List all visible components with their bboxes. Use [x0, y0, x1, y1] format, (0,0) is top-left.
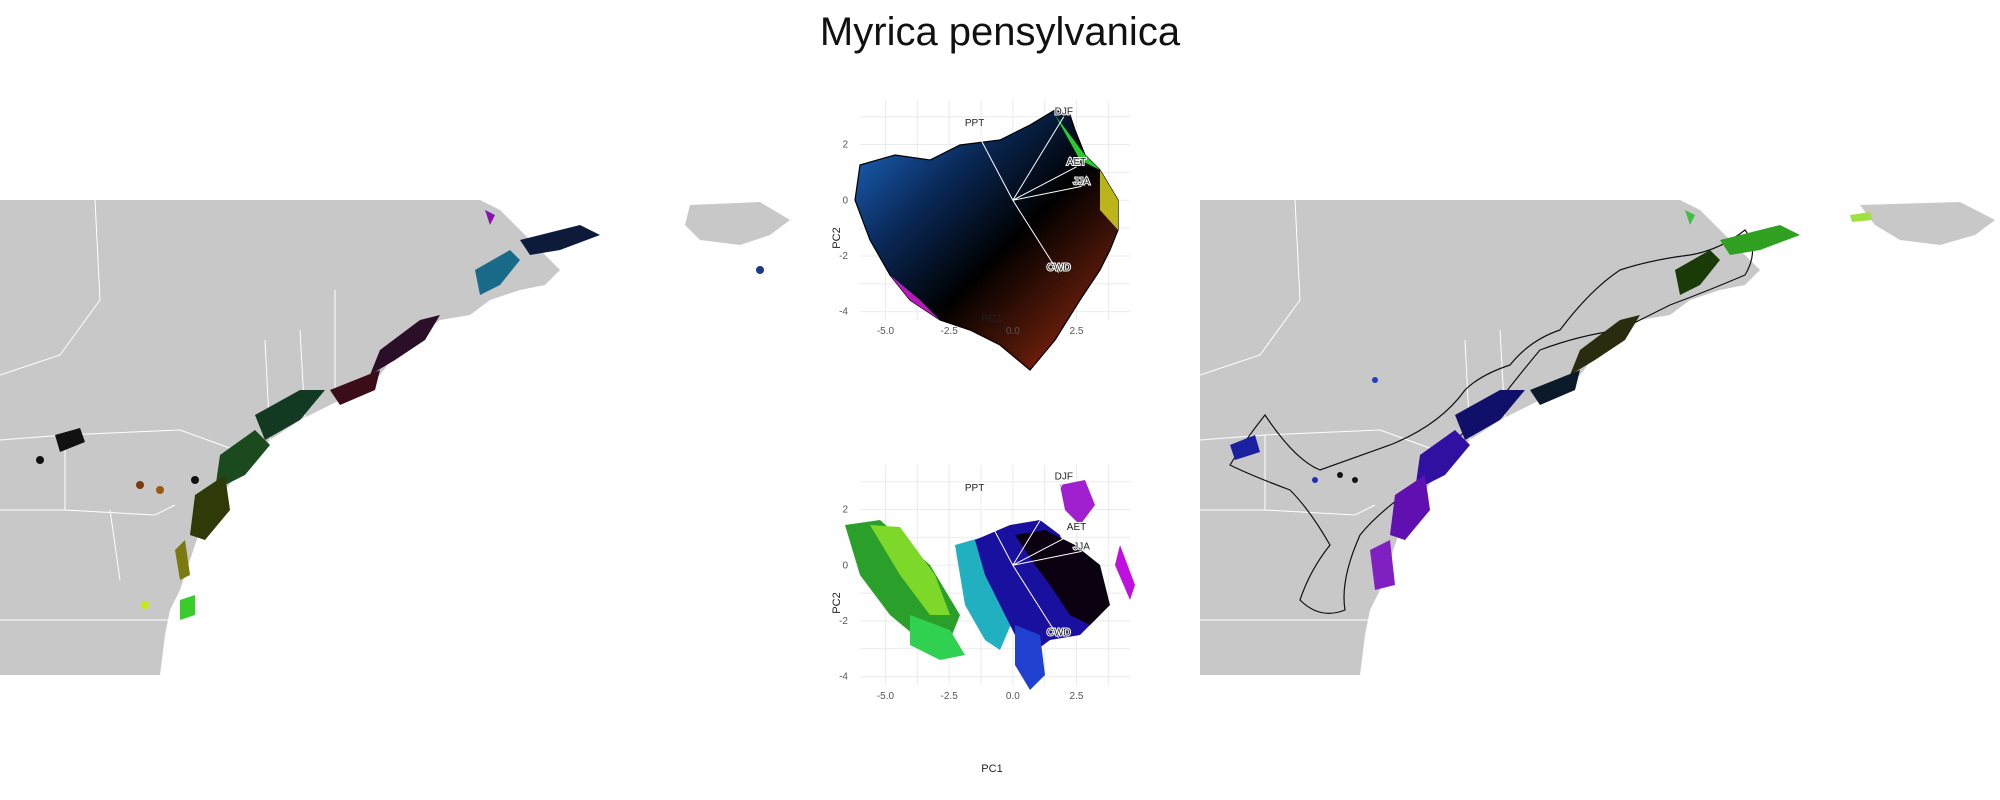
state-borders [0, 199, 336, 621]
loading-vector-label: PPT [965, 483, 984, 494]
y-tick-label: -2 [839, 616, 848, 627]
x-axis-label: PC1 [981, 313, 1002, 325]
y-tick-label: -4 [839, 307, 848, 318]
loading-vector-label: DJF [1055, 472, 1073, 483]
y-tick-label: 2 [842, 505, 848, 516]
loading-vector-label: PPT [965, 118, 984, 129]
pca-plot-bottom: PPT DJF AET JJA CWD -5.0 -2.5 0.0 2.5 2 0 -2 -4 PC1… [831, 465, 1135, 775]
x-tick-label: 0.0 [1006, 326, 1020, 337]
loading-vector-label: CWD [1047, 628, 1071, 639]
loading-vectors: PPT DJF AET JJA CWD [964, 106, 1091, 275]
nova-scotia-land [685, 202, 790, 245]
y-tick-label: -4 [839, 672, 848, 683]
left-range-map [0, 199, 790, 675]
x-axis-label: PC1 [981, 763, 1002, 775]
loading-vector-line [1012, 185, 1082, 201]
loading-vectors: PPT DJF AET JJA CWD [964, 471, 1091, 640]
loading-vector-line [1012, 531, 1077, 566]
x-tick-label: 2.5 [1070, 326, 1084, 337]
land-mass [0, 200, 560, 675]
loading-vector-line [1012, 116, 1065, 201]
x-tick-label: -2.5 [941, 326, 959, 337]
y-axis-label: PC2 [831, 592, 843, 613]
y-tick-label: 0 [842, 560, 848, 571]
land-mass [1200, 200, 1760, 675]
y-tick-label: 2 [842, 140, 848, 151]
loading-vector-line [1012, 550, 1082, 566]
nova-scotia-land [1860, 202, 1995, 245]
loading-vector-line [1012, 481, 1065, 566]
loading-vector-line [1012, 166, 1077, 201]
page-title: Myrica pensylvanica [819, 10, 1181, 54]
loading-vector-label: CWD [1047, 263, 1071, 274]
y-tick-label: 0 [842, 195, 848, 206]
loading-vector-line [1012, 199, 1060, 273]
point-clouds [845, 480, 1135, 690]
state-borders [1200, 199, 1506, 621]
predicted-patches [1230, 210, 1872, 590]
x-tick-label: 0.0 [1006, 691, 1020, 702]
x-tick-label: -5.0 [877, 691, 895, 702]
y-axis-label: PC2 [831, 227, 843, 248]
x-tick-label: 2.5 [1070, 691, 1084, 702]
y-tick-label: -2 [839, 251, 848, 262]
loading-vector-label: JJA [1073, 176, 1090, 187]
loading-vector-line [974, 492, 1014, 566]
loading-vector-label: AET [1067, 157, 1086, 168]
loading-vector-label: AET [1067, 522, 1086, 533]
loading-vector-label: JJA [1073, 541, 1090, 552]
x-tick-label: -2.5 [941, 691, 959, 702]
x-tick-label: -5.0 [877, 326, 895, 337]
loading-vector-line [974, 127, 1014, 201]
pca-plot-top: PPT DJF AET JJA CWD -5.0 -2.5 0.0 2.5 2 0 -2 -4 PC1… [831, 100, 1200, 380]
loading-vector-line [1012, 564, 1060, 638]
loading-vector-label: DJF [1055, 107, 1073, 118]
right-range-map [1200, 199, 1995, 675]
occurrence-patches [36, 210, 764, 620]
